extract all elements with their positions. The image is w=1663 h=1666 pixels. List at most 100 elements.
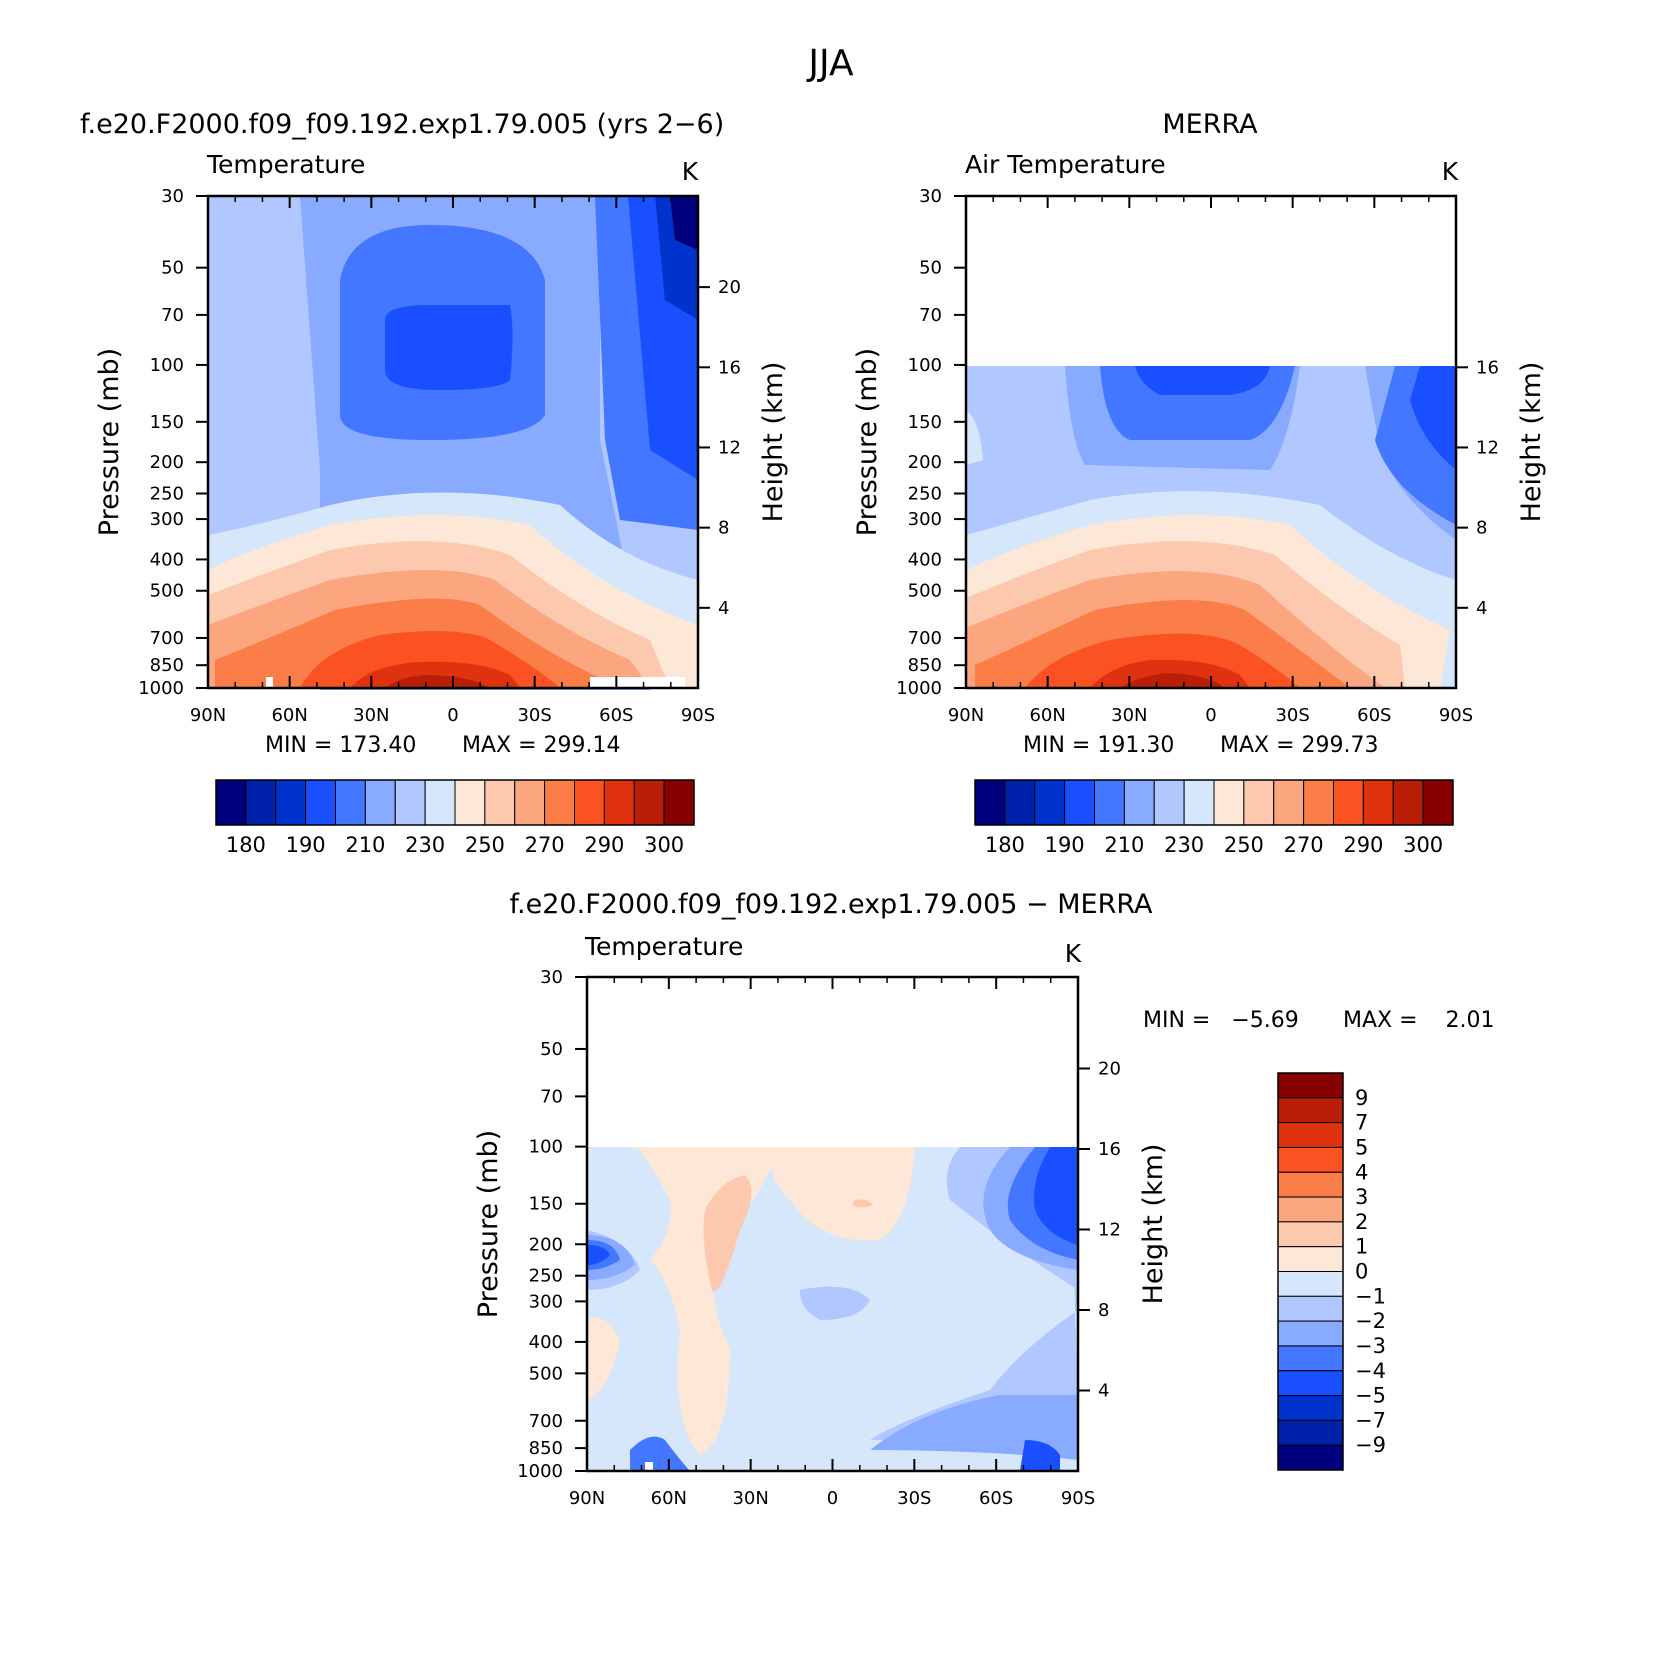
y-tick-label: 300 — [150, 509, 184, 530]
panel-diff-fill-band — [852, 1199, 872, 1208]
panel-model-plot-area — [206, 194, 700, 690]
colorbar-swatch — [1004, 779, 1036, 826]
y-tick-label: 250 — [150, 483, 184, 504]
colorbar-swatch — [663, 779, 695, 826]
panel-merra-axes: 90N 60N 30N 0 30S 60S 90S 30 50 70 100 150 200 250 300… — [852, 186, 1547, 726]
panel-merra-fill-band — [1120, 673, 1225, 688]
panel-model-fill-band — [385, 675, 490, 688]
colorbar-swatch — [364, 779, 396, 826]
panel-diff-fill-band — [630, 1147, 780, 1455]
panel-diff-fill-band — [1034, 1147, 1078, 1245]
colorbar-swatch — [1277, 1320, 1344, 1347]
colorbar-swatch — [1277, 1097, 1344, 1124]
y-tick-label: 150 — [529, 1194, 563, 1215]
colorbar-swatch — [1333, 779, 1364, 826]
panel-model-min-label: MIN = 173.40 — [265, 733, 416, 758]
y2-tick-label: 4 — [1098, 1380, 1109, 1401]
x-tick-label: 60S — [599, 705, 633, 726]
x-tick-label: 0 — [827, 1488, 838, 1509]
y-tick-label: 200 — [150, 452, 184, 473]
colorbar-swatch — [1064, 779, 1095, 826]
y-tick-label: 70 — [540, 1086, 563, 1107]
y-tick-label: 50 — [540, 1039, 563, 1060]
panel-merra: MERRA Air Temperature K 90N 60N 30N 0 30S 60S… — [852, 109, 1547, 857]
panel-diff-fill-band — [587, 1317, 620, 1400]
figure-title: JJA — [806, 43, 854, 84]
colorbar-swatch — [1277, 1370, 1344, 1397]
x-tick-label: 90S — [1439, 705, 1473, 726]
y-tick-label: 30 — [161, 186, 184, 207]
colorbar-swatch — [1277, 1196, 1344, 1223]
panel-model-max-label: MAX = 299.14 — [462, 733, 621, 758]
y2-axis-title: Height (km) — [1138, 1144, 1169, 1305]
panel-merra-variable: Air Temperature — [965, 150, 1166, 179]
colorbar-label: −1 — [1355, 1284, 1386, 1308]
colorbar-swatch — [633, 779, 665, 826]
panel-merra-plot-area — [964, 194, 1458, 690]
x-tick-label: 90N — [569, 1488, 605, 1509]
x-tick-label: 30N — [1111, 705, 1147, 726]
colorbar-swatch — [1273, 779, 1305, 826]
colorbar-frame — [1277, 1072, 1344, 1471]
colorbar-label: 1 — [1355, 1235, 1368, 1259]
colorbar-swatch — [1153, 779, 1185, 826]
y2-tick-label: 4 — [718, 598, 729, 619]
colorbar-swatch — [1277, 1444, 1344, 1471]
y2-tick-label: 20 — [718, 277, 741, 298]
y-tick-label: 70 — [161, 305, 184, 326]
colorbar-swatch — [1277, 1419, 1344, 1446]
colorbar-swatch — [1392, 779, 1424, 826]
y-tick-label: 700 — [150, 628, 184, 649]
panel-diff: f.e20.F2000.f09_f09.192.exp1.79.005 − ME… — [473, 889, 1495, 1509]
panel-model-colorbar: 180 190 210 230 250 270 290 300 — [215, 779, 695, 857]
panel-diff-units: K — [1065, 939, 1082, 968]
y-tick-label: 850 — [908, 655, 942, 676]
colorbar-label: 190 — [286, 833, 326, 857]
panel-model-missing-data — [590, 677, 685, 688]
colorbar-label: −4 — [1355, 1359, 1386, 1383]
colorbar-label: 230 — [1164, 833, 1204, 857]
colorbar-label: 250 — [465, 833, 505, 857]
x-tick-label: 0 — [1205, 705, 1216, 726]
x-tick-label: 30N — [353, 705, 389, 726]
panel-diff-min-label: MIN = −5.69 — [1143, 1008, 1299, 1033]
colorbar-swatch — [1303, 779, 1334, 826]
colorbar-swatch — [275, 779, 307, 826]
y2-tick-label: 8 — [1476, 518, 1487, 539]
x-tick-label: 30S — [1275, 705, 1309, 726]
colorbar-swatch — [1277, 1345, 1344, 1372]
y-axis-title: Pressure (mb) — [852, 348, 883, 536]
y-tick-label: 400 — [150, 549, 184, 570]
colorbar-frame — [215, 779, 695, 826]
colorbar-label: −2 — [1355, 1309, 1386, 1333]
x-tick-label: 30N — [732, 1488, 768, 1509]
y-tick-label: 700 — [908, 628, 942, 649]
colorbar-label: 250 — [1224, 833, 1264, 857]
colorbar-swatch — [1277, 1271, 1344, 1297]
colorbar-swatch — [454, 779, 486, 826]
y-tick-label: 150 — [150, 412, 184, 433]
panel-model-fill-band — [670, 196, 698, 250]
colorbar-label: 210 — [345, 833, 385, 857]
colorbar-swatch — [974, 779, 1006, 826]
panel-merra-fill-band — [966, 410, 983, 465]
y-tick-label: 50 — [161, 258, 184, 279]
colorbar-swatch — [335, 779, 366, 826]
colorbar-swatch — [1277, 1146, 1344, 1173]
x-tick-label: 60N — [651, 1488, 687, 1509]
panel-diff-variable: Temperature — [584, 932, 743, 961]
panel-model-fill-band — [385, 305, 513, 390]
y-tick-label: 300 — [908, 509, 942, 530]
x-tick-label: 60S — [1357, 705, 1391, 726]
colorbar-label: 300 — [644, 833, 684, 857]
colorbar-swatch — [1277, 1171, 1344, 1198]
colorbar-swatch — [1277, 1072, 1344, 1099]
panel-diff-axes: 90N 60N 30N 0 30S 60S 90S 30 50 70 100 150 200 250 300… — [473, 967, 1169, 1509]
colorbar-swatch — [1034, 779, 1066, 826]
y2-tick-label: 8 — [1098, 1300, 1109, 1321]
panel-diff-max-label: MAX = 2.01 — [1343, 1008, 1495, 1033]
colorbar-label: −7 — [1355, 1408, 1386, 1432]
y2-tick-label: 12 — [718, 437, 741, 458]
